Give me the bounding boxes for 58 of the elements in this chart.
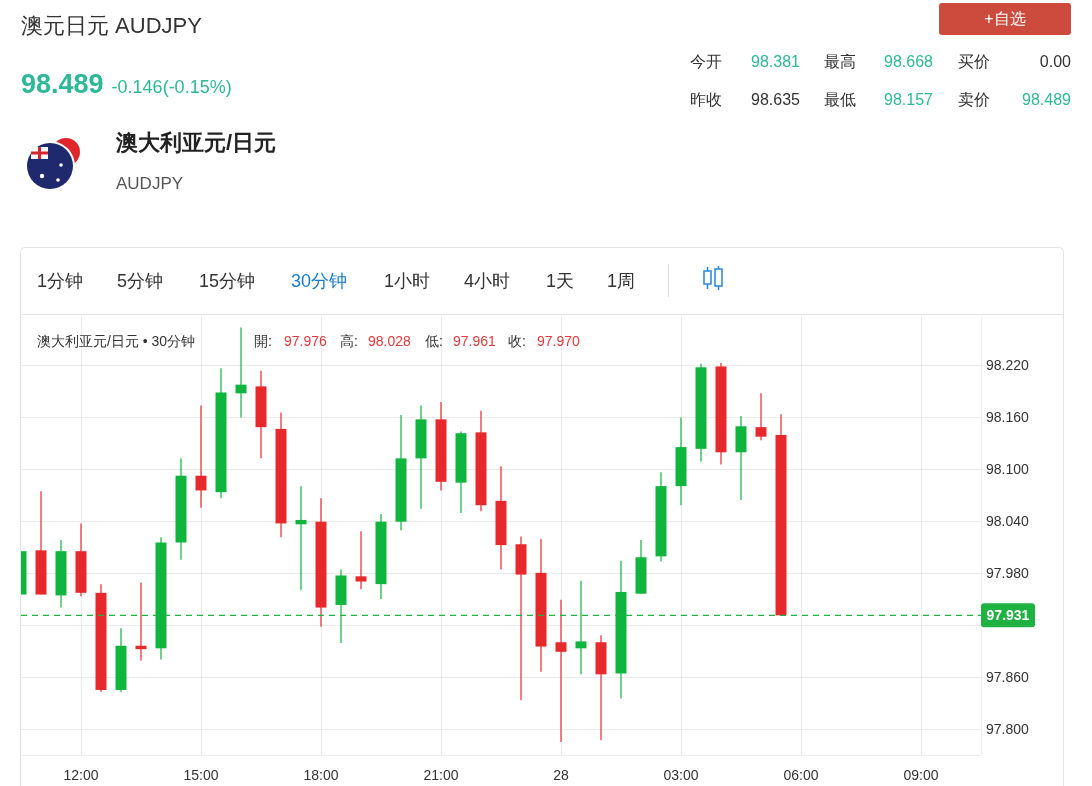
annotation: 高: [340,333,358,349]
text: 最低 [824,91,856,108]
y-tick-label: 98.040 [986,512,1030,529]
text: 0.00 [1039,53,1072,70]
candlestick [555,599,567,743]
text: 98.381 [751,53,801,70]
x-tick-label: 06:00 [783,767,819,783]
text: AUDJPY [116,174,184,193]
candlestick [195,404,207,509]
y-tick-label: 98.160 [986,408,1030,425]
y-tick-label: 98.100 [986,460,1030,477]
y-tick-label: 98.220 [986,356,1030,373]
text: 昨收 [690,91,722,108]
ref-line-label: 97.931 [986,607,1030,624]
text: 1周 [607,271,636,291]
button: +自选 [939,3,1071,35]
x-tick-label: 09:00 [903,767,939,783]
annotation: 澳大利亚元/日元 • 30分钟 [37,333,196,349]
candlestick [295,485,307,591]
candlestick [755,392,767,441]
x-tick-label: 18:00 [303,767,339,783]
annotation: 97.961 [453,333,497,349]
text: 1天 [546,271,575,291]
text: 今开 [690,53,722,70]
annotation: 低: [425,333,443,349]
y-tick-label: 97.800 [986,720,1030,737]
text: 98.489 [1022,91,1072,108]
annotation: 開: [254,333,272,349]
text: 98.157 [884,91,934,108]
candlestick [355,530,367,590]
y-tick-label: 97.980 [986,564,1030,581]
text: 卖价 [958,91,990,108]
annotation: 收: [508,333,526,349]
x-tick-label: 21:00 [423,767,459,783]
text: 买价 [958,53,990,70]
text: 4小时 [464,271,511,291]
chart-subtitle: 澳大利亚元/日元 [115,130,277,155]
annotation: 97.976 [284,333,328,349]
text: -0.146(-0.15%) [111,77,232,97]
annotation: 98.028 [368,333,412,349]
text: 最高 [824,53,856,70]
text: 98.668 [884,53,934,70]
candlestick [575,580,587,675]
x-tick-label: 12:00 [63,767,99,783]
candlestick [235,326,247,419]
chart-title: 澳元日元 AUDJPY [21,13,203,38]
text: 30分钟 [291,271,348,291]
x-tick-label: 28 [553,767,569,783]
text: 1分钟 [37,271,84,291]
y-tick-label: 97.860 [986,668,1030,685]
annotation: 97.970 [537,333,581,349]
x-tick-label: 03:00 [663,767,699,783]
text: 98.489 [21,69,104,99]
text: 98.635 [751,91,801,108]
text: 15分钟 [199,271,256,291]
text: 1小时 [384,271,431,291]
x-tick-label: 15:00 [183,767,219,783]
text: 5分钟 [117,271,164,291]
